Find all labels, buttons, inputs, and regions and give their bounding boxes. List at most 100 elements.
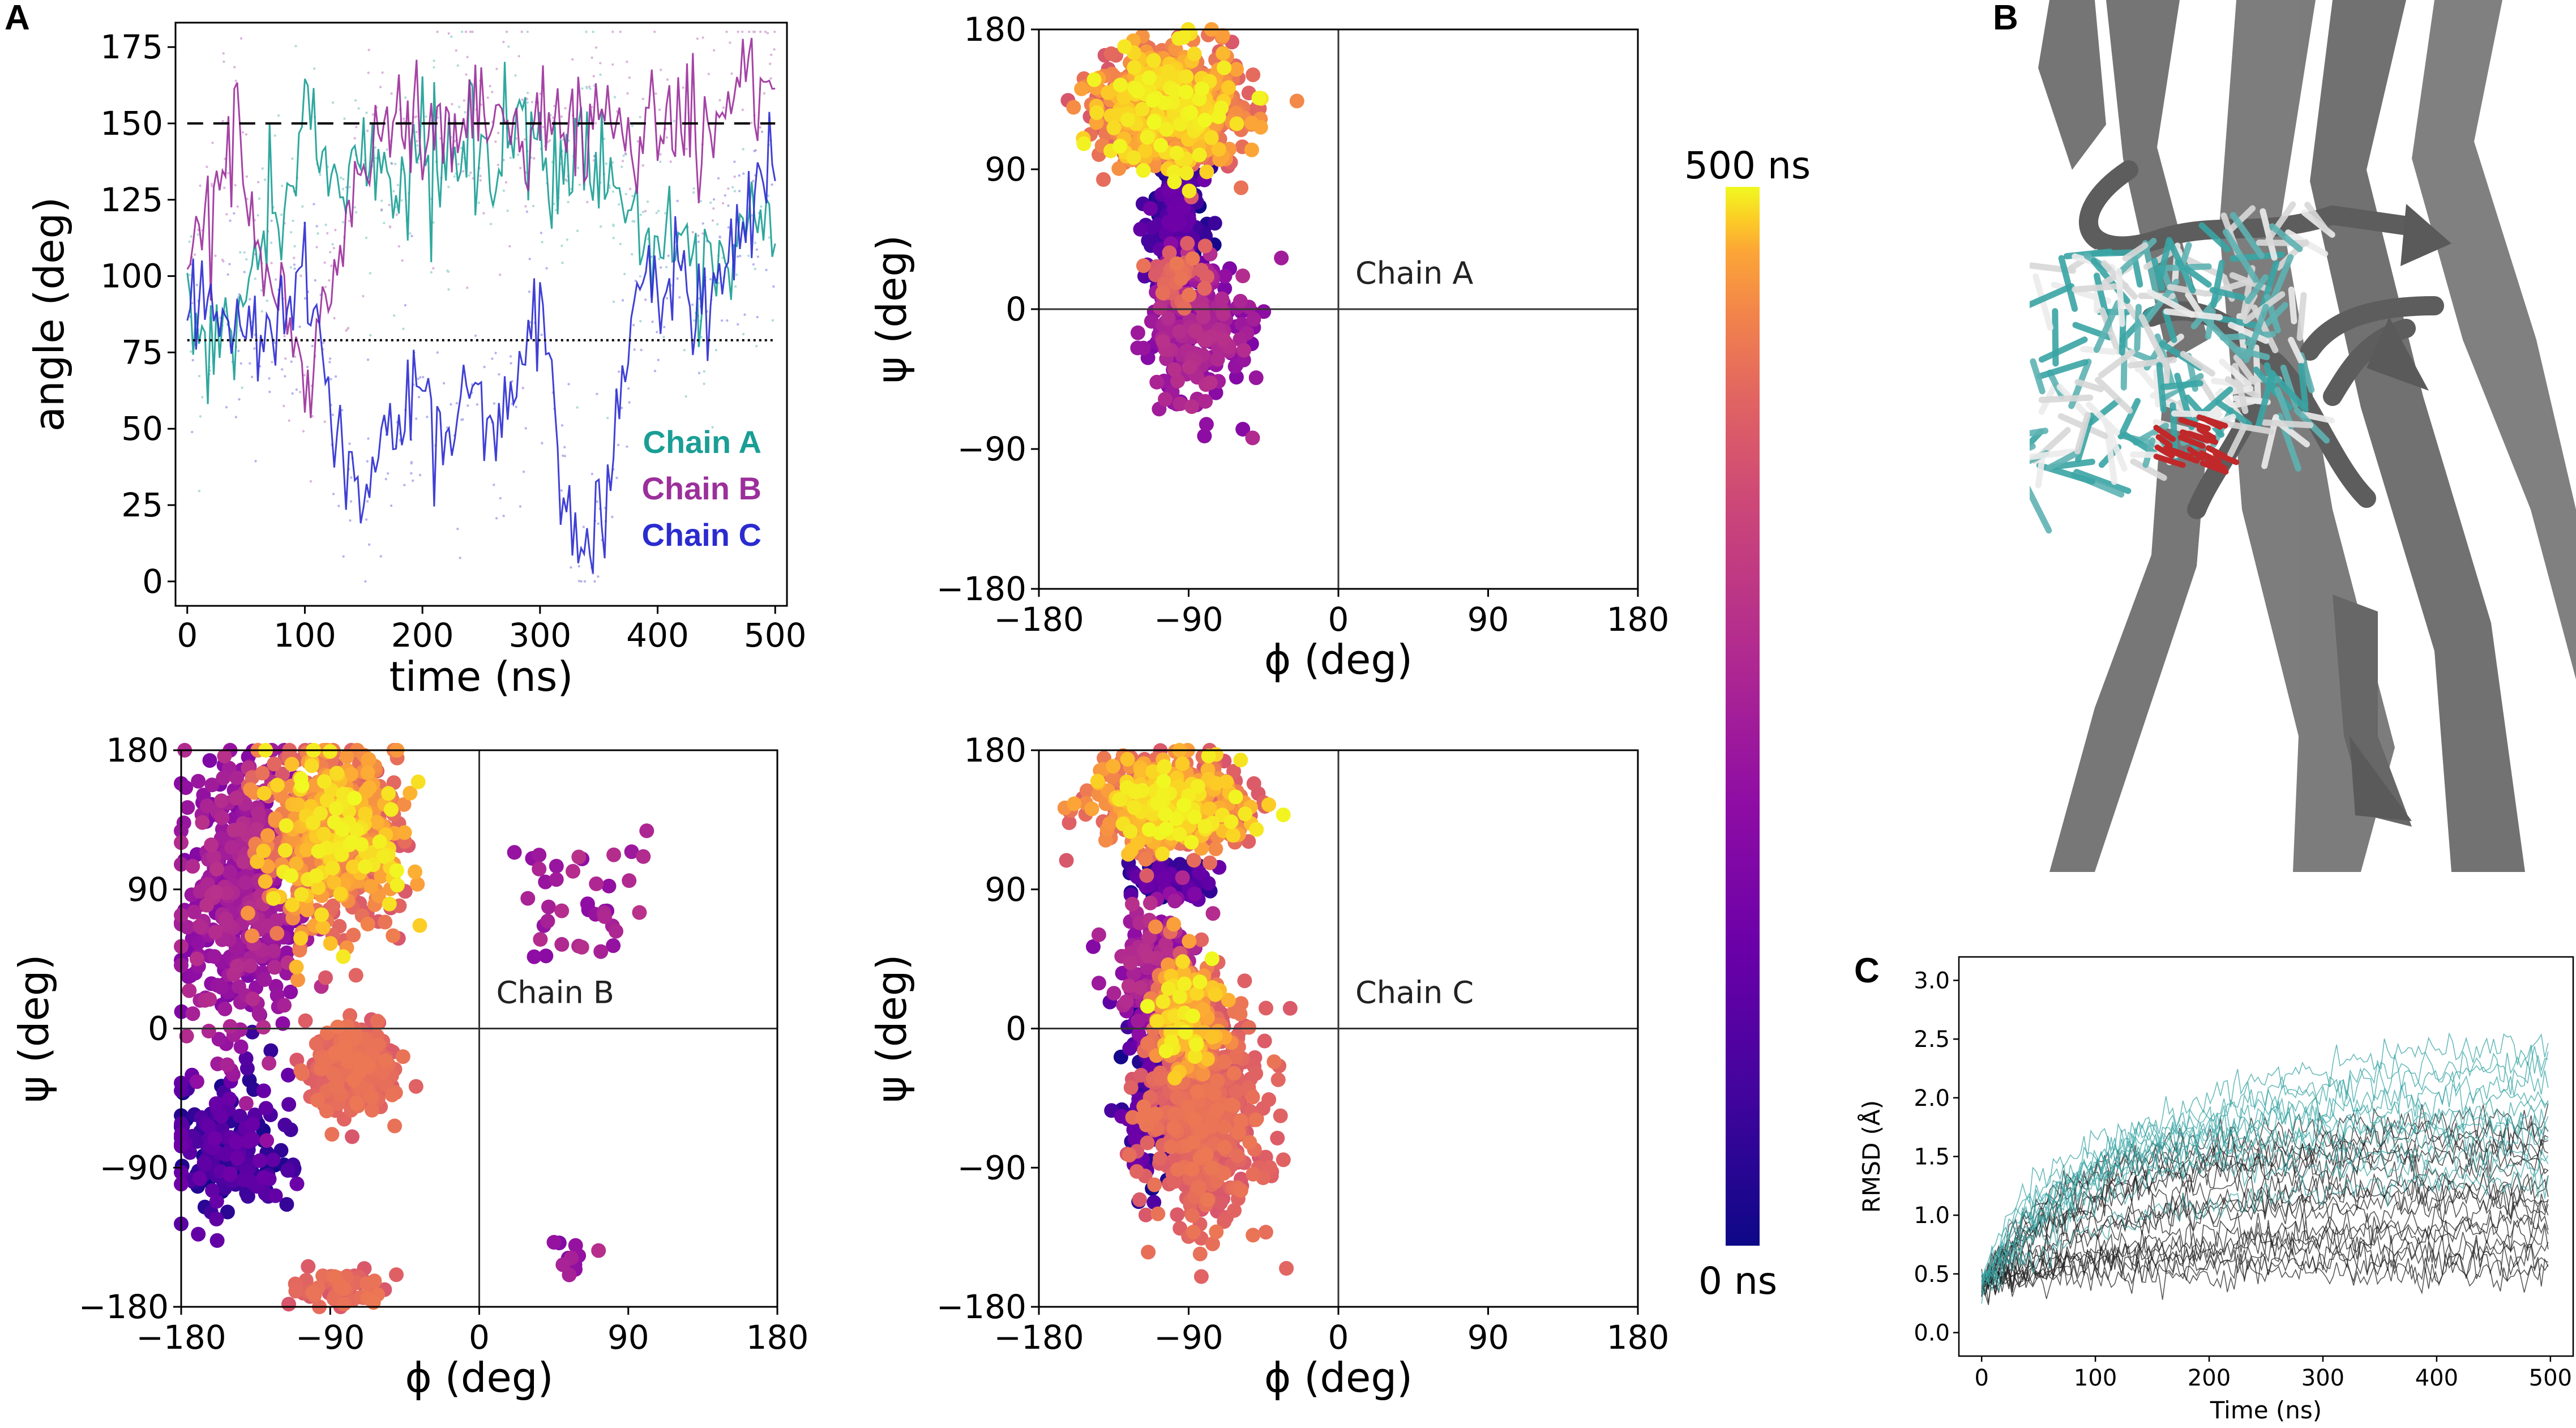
noise-dot: [388, 225, 392, 228]
scatter-point: [290, 972, 305, 987]
noise-dot: [417, 396, 421, 399]
noise-dot: [508, 245, 511, 248]
noise-dot: [188, 273, 191, 276]
scatter-point: [1148, 267, 1163, 283]
scatter-point: [214, 980, 229, 995]
noise-dot: [714, 349, 718, 352]
y-tick-label: 180: [106, 731, 169, 769]
scatter-point: [245, 991, 260, 1007]
x-tick-label: 0: [177, 616, 198, 655]
noise-dot: [393, 163, 397, 165]
scatter-point: [360, 765, 375, 780]
scatter-point: [365, 1102, 380, 1118]
noise-dot: [759, 30, 762, 33]
scatter-point: [1184, 399, 1199, 414]
scatter-point: [269, 926, 285, 941]
scatter-point: [624, 844, 639, 860]
noise-dot: [773, 48, 776, 51]
noise-dot: [222, 52, 225, 55]
noise-dot: [644, 210, 647, 213]
scatter-point: [1142, 201, 1158, 216]
noise-dot: [711, 219, 714, 222]
scatter-point: [1141, 930, 1157, 945]
noise-dot: [295, 388, 298, 391]
scatter-point: [294, 887, 309, 902]
noise-dot: [239, 251, 242, 254]
scatter-point: [230, 1151, 245, 1166]
scatter-point: [311, 844, 326, 859]
noise-dot: [753, 30, 756, 33]
noise-dot: [379, 555, 382, 558]
noise-dot: [532, 204, 535, 208]
noise-dot: [673, 119, 676, 123]
scatter-point: [251, 1006, 267, 1021]
scatter-point: [1217, 60, 1232, 75]
noise-dot: [519, 505, 522, 508]
noise-dot: [510, 362, 512, 365]
y-tick-label: −180: [936, 570, 1026, 608]
noise-dot: [260, 310, 264, 313]
noise-dot: [742, 172, 745, 175]
noise-dot: [468, 174, 470, 177]
scatter-point: [1182, 183, 1197, 199]
scatter-point: [195, 815, 210, 830]
noise-dot: [759, 126, 762, 129]
chain-label: Chain B: [497, 975, 614, 1011]
scatter-point: [1194, 932, 1209, 947]
scatter-point: [369, 815, 384, 830]
noise-dot: [588, 85, 591, 88]
noise-dot: [380, 208, 383, 211]
noise-dot: [765, 268, 768, 271]
noise-dot: [524, 205, 527, 208]
noise-dot: [504, 181, 508, 184]
noise-dot: [567, 383, 570, 386]
noise-dot: [505, 30, 508, 33]
noise-dot: [249, 298, 251, 301]
noise-dot: [274, 278, 277, 281]
noise-dot: [422, 375, 425, 379]
noise-dot: [328, 279, 331, 282]
noise-dot: [542, 126, 545, 129]
noise-dot: [764, 30, 767, 33]
scatter-point: [1235, 422, 1251, 437]
scatter-point: [191, 773, 206, 789]
y-axis-label: ψ (deg): [868, 235, 915, 383]
scatter-point: [597, 909, 613, 924]
scatter-point: [410, 877, 425, 892]
scatter-point: [555, 1257, 571, 1272]
scatter-point: [507, 845, 522, 860]
scatter-point: [1192, 865, 1206, 880]
noise-dot: [226, 273, 229, 276]
noise-dot: [341, 409, 344, 412]
noise-dot: [563, 446, 566, 449]
scatter-point: [345, 1129, 360, 1144]
x-tick-label: 500: [744, 616, 807, 655]
noise-dot: [655, 211, 658, 215]
scatter-point: [290, 797, 306, 813]
noise-dot: [533, 157, 536, 160]
scatter-point: [1233, 294, 1248, 309]
noise-dot: [395, 213, 399, 216]
noise-dot: [283, 404, 285, 408]
noise-dot: [509, 355, 512, 358]
noise-dot: [577, 565, 580, 568]
scatter-point: [386, 928, 401, 943]
noise-dot: [491, 206, 495, 209]
noise-dot: [256, 214, 259, 217]
noise-dot: [284, 357, 287, 360]
noise-dot: [463, 99, 465, 102]
scatter-point: [1217, 268, 1233, 284]
noise-dot: [268, 390, 271, 394]
noise-dot: [353, 136, 356, 140]
noise-dot: [273, 134, 276, 137]
noise-dot: [626, 445, 628, 448]
noise-dot: [521, 98, 524, 101]
scatter-point: [1199, 417, 1214, 432]
noise-dot: [228, 263, 231, 266]
noise-dot: [311, 414, 314, 418]
noise-dot: [489, 84, 491, 88]
scatter-point: [1197, 113, 1213, 128]
noise-dot: [639, 116, 641, 119]
scatter-point: [1162, 245, 1177, 260]
noise-dot: [514, 74, 517, 77]
